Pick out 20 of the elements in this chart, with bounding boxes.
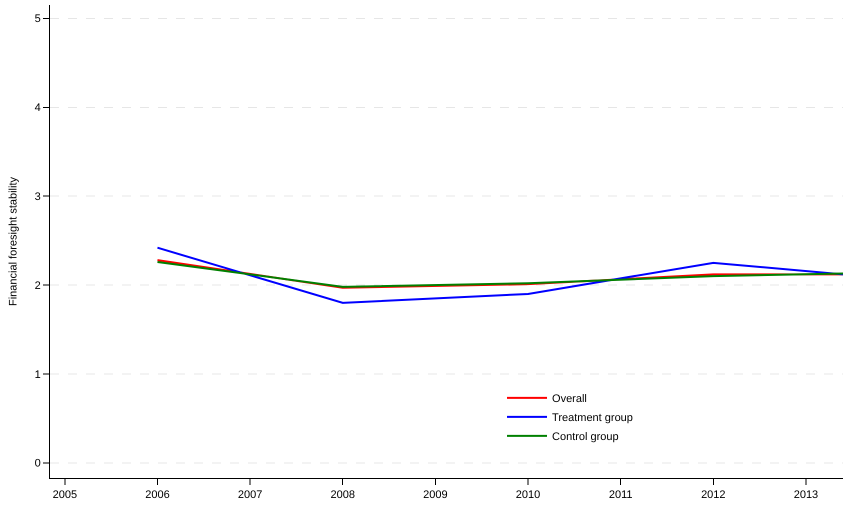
legend-label: Overall [552, 393, 587, 406]
y-axis-title: Financial foresight stability [7, 176, 20, 306]
x-tick-label: 2008 [330, 489, 355, 502]
y-tick-label: 5 [34, 13, 41, 26]
x-tick-label: 2006 [145, 489, 170, 502]
x-tick-label: 2012 [701, 489, 726, 502]
legend-label: Treatment group [552, 412, 633, 424]
y-tick-label: 3 [34, 191, 41, 204]
y-tick-label: 4 [34, 102, 41, 114]
y-tick-label: 2 [34, 280, 41, 292]
x-tick-label: 2010 [516, 489, 540, 502]
x-tick-label: 2013 [794, 489, 818, 502]
x-tick-label: 2011 [608, 489, 632, 502]
legend-label: Control group [552, 431, 619, 444]
line-series [156, 246, 843, 304]
y-tick-label: 0 [34, 458, 41, 470]
x-tick-label: 2007 [238, 489, 262, 502]
x-tick-label: 2005 [52, 489, 78, 502]
y-tick-label: 1 [34, 368, 41, 381]
x-tick-label: 2009 [423, 489, 448, 502]
